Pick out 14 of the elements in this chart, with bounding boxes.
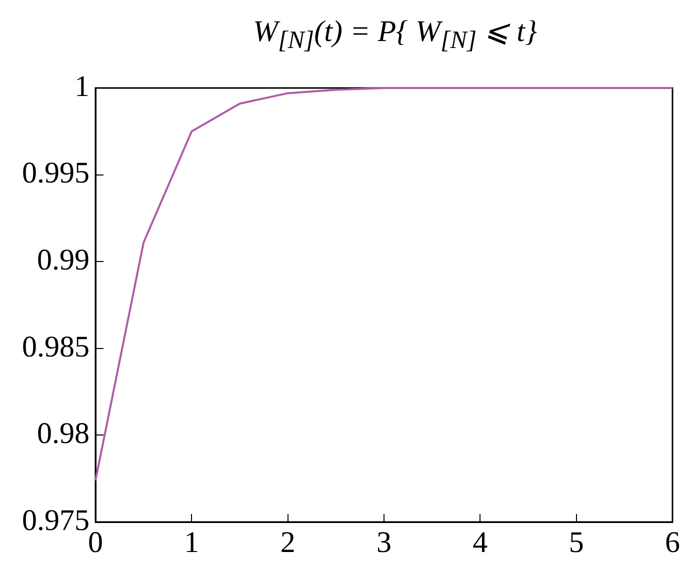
x-tick-label: 2 [280,526,296,559]
y-tick-label: 0.985 [22,330,90,364]
chart-title: W$_{[N]}$(t) = P{ W$_{[N]}$ ⩽ t} [252,14,538,56]
y-tick-label: 0.995 [22,156,90,190]
x-tick-label: 3 [376,526,392,559]
y-tick-label: 0.975 [22,504,90,537]
y-tick-label: 0.99 [37,243,90,276]
x-tick-label: 4 [472,526,488,559]
x-tick-label: 1 [184,526,200,559]
y-tick-label: 0.98 [37,417,90,450]
x-tick-label: 0 [88,526,103,559]
y-tick-label: 1 [74,70,90,103]
x-tick-label: 6 [665,526,680,559]
x-tick-label: 5 [568,526,584,559]
